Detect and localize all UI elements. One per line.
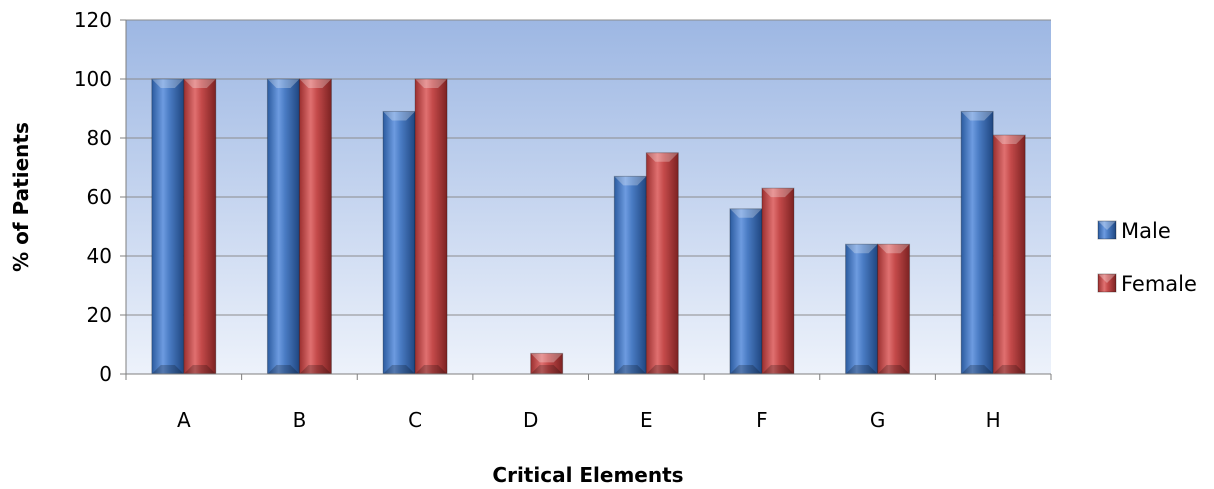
legend-item-female: Female [1097, 272, 1197, 296]
legend: Male Female [1097, 219, 1197, 296]
legend-label: Male [1121, 219, 1171, 243]
y-tick-label: 100 [74, 67, 112, 91]
bar-male-b [266, 78, 300, 375]
x-tick-label: H [986, 408, 1001, 432]
x-tick-label: C [408, 408, 422, 432]
x-tick-label: B [293, 408, 307, 432]
y-tick-label: 40 [87, 244, 112, 268]
bar-male-e [613, 175, 647, 375]
legend-item-male: Male [1097, 219, 1171, 243]
x-tick-label: D [523, 408, 538, 432]
y-tick-label: 0 [99, 362, 112, 386]
bar-male-a [151, 78, 185, 375]
x-tick-label: G [870, 408, 886, 432]
bar-female-h [992, 134, 1026, 375]
bar-female-d [530, 352, 564, 375]
y-tick-label: 60 [87, 185, 112, 209]
y-tick-label: 20 [87, 303, 112, 327]
bar-female-g [877, 243, 911, 375]
y-tick-labels: 0 20 40 60 80 100 120 [74, 8, 112, 386]
x-tick-labels: A B C D E F G H [125, 374, 1052, 432]
legend-swatch [1098, 221, 1116, 239]
bar-female-e [645, 152, 679, 375]
bars-layer [151, 78, 1026, 375]
x-tick-label: E [640, 408, 653, 432]
bar-male-g [845, 243, 879, 375]
x-axis-title: Critical Elements [492, 463, 683, 487]
bar-female-c [414, 78, 448, 375]
legend-label: Female [1121, 272, 1197, 296]
x-tick-label: A [177, 408, 191, 432]
bar-male-h [960, 110, 994, 375]
bar-female-b [298, 78, 332, 375]
y-axis-title: % of Patients [9, 122, 33, 272]
x-tick-label: F [756, 408, 768, 432]
y-tick-label: 120 [74, 8, 112, 32]
bar-male-f [729, 208, 763, 375]
legend-swatch [1098, 274, 1116, 292]
bar-female-f [761, 187, 795, 375]
y-tick-label: 80 [87, 126, 112, 150]
bar-female-a [183, 78, 217, 375]
bar-male-c [382, 110, 416, 375]
